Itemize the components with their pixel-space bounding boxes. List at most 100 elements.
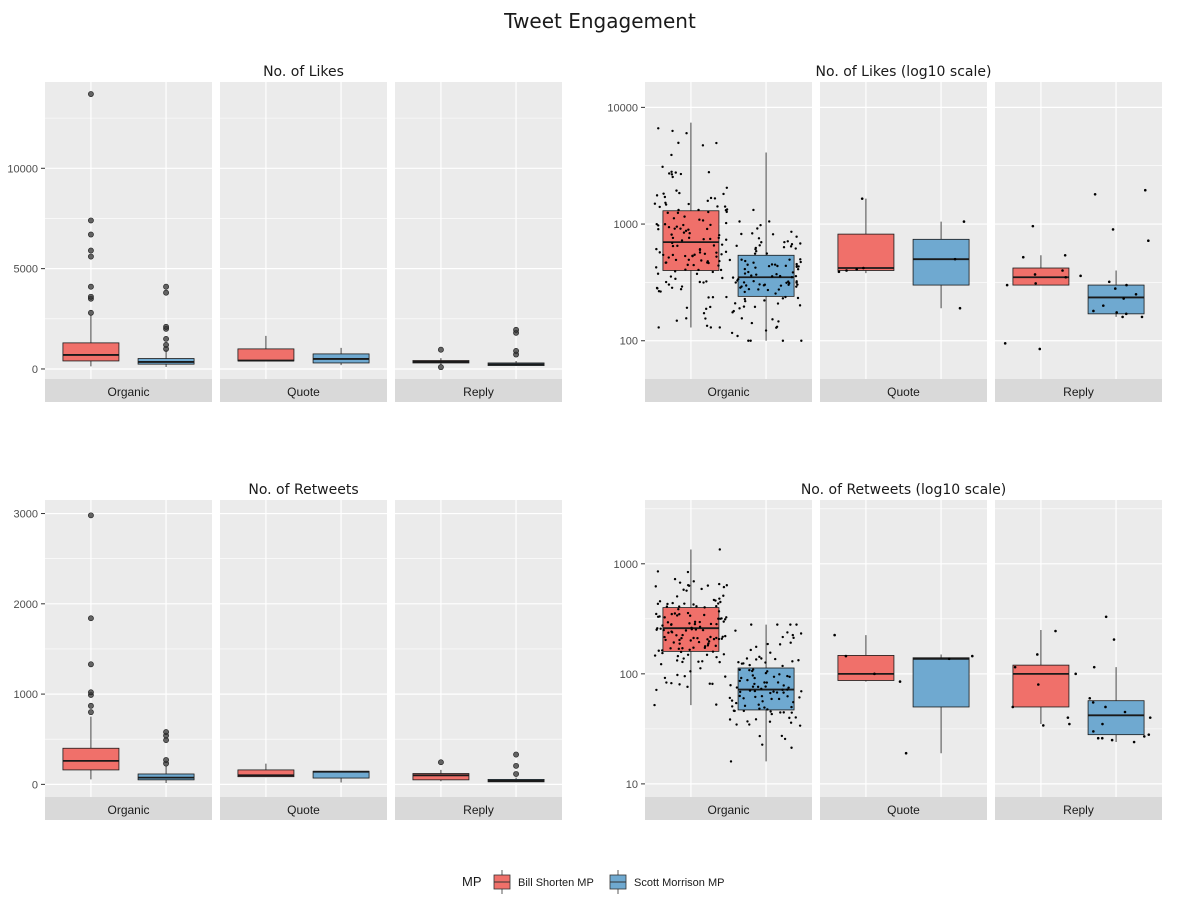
box-iqr — [237, 769, 295, 778]
y-tick-label: 2000 — [14, 599, 38, 611]
jitter-point — [677, 647, 681, 651]
jitter-point — [681, 660, 684, 664]
jitter-point — [1066, 716, 1070, 719]
jitter-point — [664, 203, 668, 206]
jitter-point — [790, 230, 793, 234]
jitter-point — [711, 682, 714, 686]
panel-background — [820, 500, 987, 797]
jitter-point — [769, 651, 772, 654]
jitter-point — [677, 605, 681, 608]
outlier-point — [513, 751, 519, 758]
jitter-point — [676, 673, 679, 677]
jitter-point — [666, 602, 669, 606]
facet-strip-label: Quote — [287, 385, 320, 399]
jitter-point — [738, 220, 741, 223]
jitter-point — [1093, 192, 1097, 196]
jitter-point — [744, 259, 747, 263]
jitter-point — [670, 681, 673, 685]
y-tick-label: 100 — [620, 669, 638, 681]
jitter-point — [962, 220, 966, 223]
jitter-point — [718, 326, 721, 329]
jitter-point — [773, 263, 777, 266]
panel-background — [395, 500, 562, 797]
facet-strip-label: Reply — [463, 385, 494, 399]
jitter-point — [671, 175, 674, 179]
outlier-point — [88, 247, 94, 254]
jitter-point — [765, 681, 769, 684]
outlier-point — [513, 762, 519, 769]
jitter-point — [678, 638, 681, 642]
jitter-point — [685, 317, 688, 320]
jitter-point — [777, 288, 781, 291]
jitter-point — [681, 633, 684, 637]
jitter-point — [760, 657, 763, 660]
jitter-point — [706, 638, 709, 641]
jitter-point — [794, 716, 797, 719]
jitter-point — [659, 627, 662, 630]
box-bill-shorten — [62, 512, 120, 780]
jitter-point — [675, 595, 679, 598]
jitter-point — [798, 724, 802, 727]
jitter-point — [798, 304, 802, 307]
jitter-point — [730, 699, 734, 702]
jitter-point — [712, 244, 716, 247]
jitter-point — [658, 205, 661, 209]
jitter-point — [783, 240, 786, 244]
jitter-point — [748, 689, 752, 692]
jitter-point — [764, 661, 767, 664]
box-iqr — [912, 238, 970, 286]
box-scott-morrison — [487, 326, 545, 366]
jitter-point — [768, 720, 772, 723]
box-scott-morrison — [912, 220, 970, 310]
jitter-point — [799, 260, 802, 264]
jitter-point — [766, 670, 769, 673]
jitter-point — [761, 700, 764, 703]
box-iqr — [662, 210, 720, 271]
jitter-point — [687, 228, 690, 231]
jitter-point — [709, 237, 712, 241]
jitter-point — [749, 648, 752, 652]
jitter-point — [728, 696, 732, 700]
jitter-point — [898, 680, 902, 683]
jitter-point — [1005, 283, 1009, 287]
jitter-point — [670, 631, 674, 634]
jitter-point — [697, 660, 700, 663]
jitter-point — [780, 734, 784, 738]
jitter-point — [713, 197, 717, 200]
jitter-point — [735, 244, 738, 248]
jitter-point — [693, 620, 697, 624]
box-iqr — [912, 657, 970, 708]
jitter-point — [1143, 188, 1147, 192]
jitter-point — [661, 624, 664, 627]
jitter-point — [752, 279, 755, 283]
jitter-point — [673, 612, 677, 615]
jitter-point — [657, 326, 660, 329]
jitter-point — [774, 292, 777, 295]
jitter-point — [738, 690, 742, 694]
jitter-point — [698, 280, 702, 284]
jitter-point — [777, 697, 781, 701]
box-iqr — [837, 233, 895, 271]
box-iqr — [237, 348, 295, 362]
jitter-point — [664, 638, 667, 642]
jitter-point — [744, 284, 748, 287]
jitter-point — [697, 640, 701, 644]
jitter-point — [717, 264, 720, 267]
jitter-point — [660, 649, 664, 652]
jitter-point — [655, 628, 658, 631]
jitter-point — [682, 223, 685, 227]
jitter-point — [788, 675, 791, 679]
jitter-point — [661, 253, 665, 257]
jitter-point — [704, 317, 707, 320]
jitter-point — [1104, 615, 1108, 619]
box-scott-morrison — [487, 751, 545, 783]
jitter-point — [679, 650, 683, 654]
facet-strip-label: Organic — [107, 803, 149, 817]
jitter-point — [653, 703, 656, 707]
jitter-point — [1115, 311, 1118, 314]
box-scott-morrison — [1087, 615, 1152, 744]
jitter-point — [970, 654, 974, 658]
jitter-point — [786, 688, 789, 691]
jitter-point — [778, 274, 782, 278]
jitter-point — [685, 589, 688, 592]
